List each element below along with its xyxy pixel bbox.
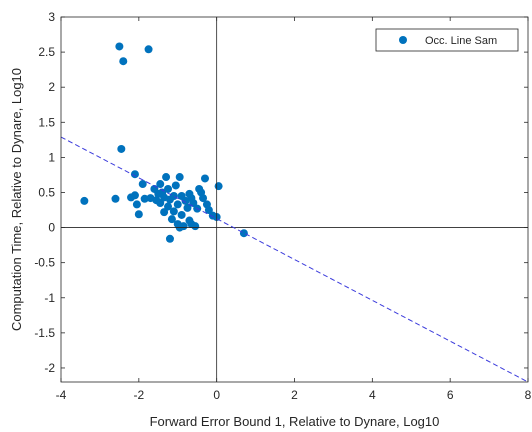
data-point bbox=[171, 181, 180, 190]
data-point bbox=[144, 45, 153, 54]
data-point bbox=[80, 196, 89, 205]
data-point bbox=[165, 234, 174, 243]
data-point bbox=[160, 208, 169, 217]
legend: Occ. Line Sam bbox=[375, 28, 519, 52]
data-point bbox=[115, 42, 124, 51]
y-tick-label: -1.5 bbox=[34, 326, 55, 340]
data-point bbox=[200, 174, 209, 183]
y-tick-label: 0 bbox=[48, 221, 55, 235]
data-point bbox=[164, 184, 173, 193]
data-point bbox=[156, 199, 165, 208]
data-point bbox=[138, 180, 147, 189]
x-tick-label: 4 bbox=[369, 388, 376, 402]
data-point bbox=[199, 194, 208, 203]
data-point bbox=[239, 229, 248, 238]
legend-box bbox=[375, 28, 519, 52]
y-tick-label: 3 bbox=[48, 10, 55, 24]
x-tick-label: 8 bbox=[525, 388, 532, 402]
data-point bbox=[134, 210, 143, 219]
data-point bbox=[164, 202, 173, 211]
data-point bbox=[214, 182, 223, 191]
data-point bbox=[204, 206, 213, 215]
y-axis-title: Computation Time, Relative to Dynare, Lo… bbox=[9, 68, 24, 331]
data-point bbox=[167, 215, 176, 224]
data-point bbox=[127, 193, 136, 202]
data-point bbox=[132, 200, 141, 209]
y-tick-label: 1 bbox=[48, 150, 55, 164]
y-tick-label: 0.5 bbox=[38, 185, 55, 199]
data-point bbox=[117, 144, 126, 153]
data-point bbox=[177, 210, 186, 219]
data-point bbox=[111, 194, 120, 203]
data-point bbox=[187, 220, 196, 229]
legend-marker bbox=[399, 36, 407, 44]
x-tick-label: 6 bbox=[447, 388, 454, 402]
x-axis-title: Forward Error Bound 1, Relative to Dynar… bbox=[150, 414, 440, 429]
legend-label: Occ. Line Sam bbox=[425, 35, 497, 47]
data-point bbox=[175, 173, 184, 182]
data-point bbox=[169, 191, 178, 200]
data-point bbox=[156, 180, 165, 189]
x-tick-label: -4 bbox=[56, 388, 67, 402]
data-point bbox=[183, 203, 192, 212]
data-point bbox=[119, 57, 128, 66]
x-tick-label: -2 bbox=[133, 388, 144, 402]
data-point bbox=[130, 170, 139, 179]
data-point bbox=[140, 194, 149, 203]
x-tick-label: 2 bbox=[291, 388, 298, 402]
data-point bbox=[169, 207, 178, 216]
x-tick-label: 0 bbox=[213, 388, 220, 402]
y-tick-label: 1.5 bbox=[38, 115, 55, 129]
data-point bbox=[173, 200, 182, 209]
y-tick-label: -1 bbox=[44, 291, 55, 305]
plot-area bbox=[61, 17, 528, 382]
y-tick-label: -2 bbox=[44, 361, 55, 375]
y-tick-label: 2 bbox=[48, 80, 55, 94]
y-tick-label: 2.5 bbox=[38, 45, 55, 59]
y-tick-label: -0.5 bbox=[34, 256, 55, 270]
data-point bbox=[162, 173, 171, 182]
